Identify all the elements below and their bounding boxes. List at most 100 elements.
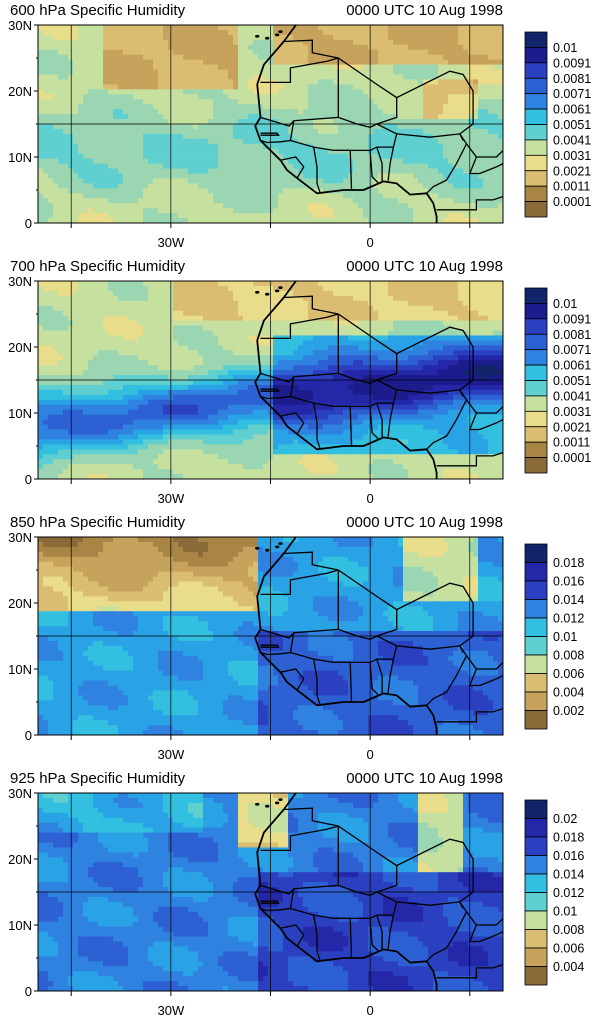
- colorbar-label: 0.01: [553, 297, 577, 311]
- lat-tick-label: 10N: [8, 662, 32, 677]
- colorbar-swatch: [525, 800, 547, 819]
- colorbar-swatch: [525, 350, 547, 365]
- colorbar-swatch: [525, 396, 547, 411]
- colorbar-swatch: [525, 155, 547, 170]
- colorbar-swatch: [525, 94, 547, 109]
- island: [275, 290, 279, 293]
- lat-tick-label: 0: [25, 472, 32, 487]
- colorbar-label: 0.0001: [553, 451, 591, 465]
- colorbar-swatch: [525, 581, 547, 600]
- colorbar-label: 0.0051: [553, 374, 591, 388]
- island: [265, 37, 269, 40]
- lat-tick-label: 10N: [8, 150, 32, 165]
- colorbar-swatch: [525, 381, 547, 396]
- colorbar-swatch: [525, 618, 547, 637]
- colorbar-swatch: [525, 637, 547, 656]
- island: [265, 549, 269, 552]
- island: [255, 291, 259, 294]
- colorbar-swatch: [525, 655, 547, 674]
- lon-tick-label: 0: [367, 1003, 374, 1018]
- colorbar-swatch: [525, 303, 547, 318]
- colorbar-label: 0.02: [553, 812, 577, 826]
- island: [275, 802, 279, 805]
- colorbar-swatch: [525, 948, 547, 967]
- lat-tick-label: 10N: [8, 406, 32, 421]
- colorbar-swatch: [525, 856, 547, 875]
- colorbar-swatch: [525, 288, 547, 303]
- panel-title: 600 hPa Specific Humidity: [10, 2, 186, 19]
- colorbar-swatch: [525, 186, 547, 201]
- colorbar-label: 0.012: [553, 612, 584, 626]
- colorbar: 0.010.00910.00810.00710.00610.00510.0041…: [525, 32, 591, 217]
- colorbar-label: 0.004: [553, 686, 584, 700]
- colorbar-swatch: [525, 319, 547, 334]
- colorbar-label: 0.0061: [553, 103, 591, 117]
- colorbar-swatch: [525, 837, 547, 856]
- colorbar-label: 0.018: [553, 556, 584, 570]
- lon-tick-label: 30W: [157, 1003, 184, 1018]
- colorbar-label: 0.014: [553, 593, 584, 607]
- colorbar-label: 0.0031: [553, 149, 591, 163]
- colorbar-swatch: [525, 711, 547, 730]
- island: [278, 542, 282, 545]
- colorbar-label: 0.016: [553, 849, 584, 863]
- panel-time: 0000 UTC 10 Aug 1998: [346, 770, 503, 787]
- lat-tick-label: 20N: [8, 596, 32, 611]
- lon-tick-label: 0: [367, 235, 374, 250]
- colorbar-swatch: [525, 442, 547, 457]
- panel-time: 0000 UTC 10 Aug 1998: [346, 514, 503, 531]
- colorbar-swatch: [525, 47, 547, 62]
- lat-tick-label: 20N: [8, 852, 32, 867]
- colorbar-swatch: [525, 334, 547, 349]
- colorbar-swatch: [525, 692, 547, 711]
- colorbar-label: 0.008: [553, 923, 584, 937]
- colorbar-swatch: [525, 202, 547, 217]
- colorbar-label: 0.0011: [553, 180, 590, 194]
- island: [255, 803, 259, 806]
- colorbar-swatch: [525, 63, 547, 78]
- colorbar-swatch: [525, 365, 547, 380]
- colorbar: 0.010.00910.00810.00710.00610.00510.0041…: [525, 288, 591, 473]
- island: [265, 293, 269, 296]
- colorbar-label: 0.0091: [553, 312, 591, 326]
- lat-tick-label: 0: [25, 216, 32, 231]
- island: [275, 34, 279, 37]
- lat-tick-label: 30N: [8, 18, 32, 33]
- lat-tick-label: 0: [25, 728, 32, 743]
- island: [278, 798, 282, 801]
- island: [275, 546, 279, 549]
- colorbar-swatch: [525, 78, 547, 93]
- colorbar-swatch: [525, 967, 547, 986]
- colorbar-label: 0.014: [553, 868, 584, 882]
- panel-title: 925 hPa Specific Humidity: [10, 770, 186, 787]
- panel-time: 0000 UTC 10 Aug 1998: [346, 258, 503, 275]
- lon-tick-label: 30W: [157, 491, 184, 506]
- colorbar-swatch: [525, 563, 547, 582]
- lat-tick-label: 30N: [8, 274, 32, 289]
- panel-title: 850 hPa Specific Humidity: [10, 514, 186, 531]
- colorbar-label: 0.002: [553, 704, 584, 718]
- colorbar-swatch: [525, 140, 547, 155]
- colorbar-label: 0.006: [553, 667, 584, 681]
- colorbar-swatch: [525, 125, 547, 140]
- lon-tick-label: 0: [367, 491, 374, 506]
- colorbar-label: 0.016: [553, 575, 584, 589]
- island: [265, 805, 269, 808]
- map-panel-2: 700 hPa Specific Humidity 0000 UTC 10 Aug…: [8, 241, 591, 506]
- colorbar-swatch: [525, 874, 547, 893]
- colorbar-label: 0.0021: [553, 420, 591, 434]
- colorbar: 0.020.0180.0160.0140.0120.010.0080.0060.…: [525, 800, 584, 985]
- panel-title: 700 hPa Specific Humidity: [10, 258, 186, 275]
- colorbar-swatch: [525, 674, 547, 693]
- colorbar-label: 0.0081: [553, 72, 591, 86]
- lat-tick-label: 0: [25, 984, 32, 999]
- colorbar-swatch: [525, 819, 547, 838]
- colorbar-label: 0.018: [553, 831, 584, 845]
- colorbar-label: 0.006: [553, 942, 584, 956]
- lat-tick-label: 20N: [8, 84, 32, 99]
- colorbar: 0.0180.0160.0140.0120.010.0080.0060.0040…: [525, 544, 584, 729]
- colorbar-swatch: [525, 411, 547, 426]
- colorbar-label: 0.0011: [553, 436, 590, 450]
